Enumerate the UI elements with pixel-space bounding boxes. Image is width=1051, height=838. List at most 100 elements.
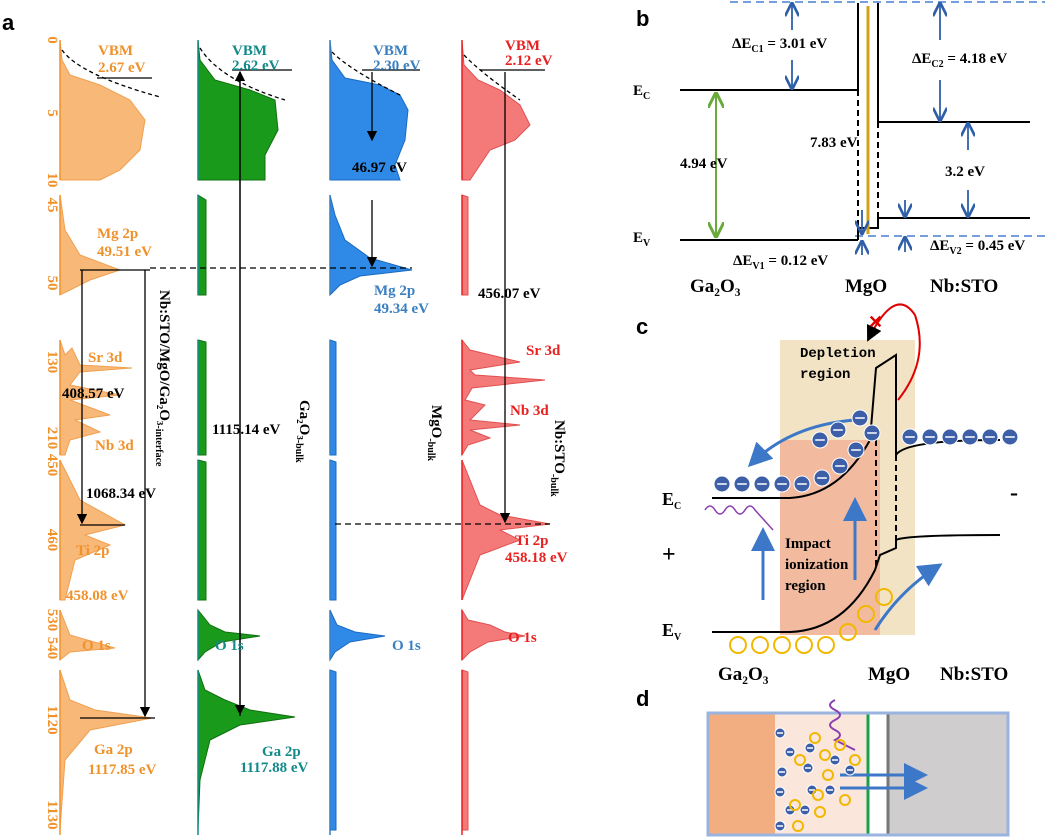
tick: 540 <box>44 637 60 660</box>
l-main: ΔE <box>732 36 751 52</box>
panel-label: d <box>636 686 649 711</box>
blocked-path <box>866 303 921 401</box>
label: EC <box>633 83 650 102</box>
label: region <box>785 578 826 594</box>
label: ΔEV2 = 0.45 eV <box>930 238 1025 257</box>
material: Nb:STO <box>930 276 998 297</box>
panel-d: d <box>636 686 1010 837</box>
column-title: MgO-bulk <box>425 405 444 462</box>
l-sub: C1 <box>751 44 763 55</box>
title-sub: -bulk <box>425 438 436 461</box>
vbm-fit <box>331 51 401 96</box>
tick: 1120 <box>44 705 60 734</box>
column-axes <box>59 40 463 835</box>
spectrum-mg <box>461 194 469 296</box>
spectrum-ga <box>197 669 296 831</box>
spectrum-ti <box>461 459 551 601</box>
label: ΔEV1 = 0.12 eV <box>733 253 828 272</box>
impact-area <box>780 440 880 635</box>
spectrum-mgo <box>329 39 413 831</box>
l-sub: V2 <box>949 246 961 257</box>
l-sub: C <box>674 501 681 512</box>
tick: 1130 <box>44 800 60 829</box>
label: 2.62 eV <box>232 58 280 74</box>
axis-ticks: 0 5 10 45 50 130 210 450 460 530 540 112… <box>44 36 60 829</box>
label: VBM <box>232 43 267 59</box>
offset-arrows <box>792 4 968 255</box>
photon <box>829 699 856 751</box>
spectrum-o <box>197 608 261 662</box>
electrons <box>713 409 1019 493</box>
label: Ga 2p <box>94 742 133 758</box>
spectrum-sto <box>461 39 551 831</box>
label: Ti 2p <box>515 533 549 549</box>
vbm-fit <box>463 54 521 101</box>
l-main: E <box>662 620 674 640</box>
label: 458.18 eV <box>505 550 568 566</box>
hole <box>773 636 791 654</box>
label: VBM <box>505 38 540 54</box>
spectrum-o <box>329 609 386 662</box>
bands <box>712 353 1001 633</box>
cross: ✕ <box>868 312 883 332</box>
label: 2.67 eV <box>98 60 146 76</box>
panel-label: a <box>2 10 15 35</box>
hole <box>814 806 826 818</box>
label: Ti 2p <box>76 543 110 559</box>
material: Ga₂O₃ <box>690 276 741 297</box>
l-main: ΔE <box>930 238 949 254</box>
spectrum-ga2o3 <box>197 39 296 831</box>
labels-interface: VBM 2.67 eV Mg 2p 49.51 eV Sr 3d Nb 3d T… <box>66 43 157 778</box>
spectrum-vbm <box>461 39 531 181</box>
spectrum-sr-nb <box>59 339 133 456</box>
label: EV <box>633 230 651 249</box>
hole <box>812 789 824 801</box>
l-rest: = 4.18 eV <box>944 51 1008 67</box>
label: O 1s <box>392 638 421 654</box>
labels-sto: VBM 2.12 eV Sr 3d Nb 3d Ti 2p 458.18 eV … <box>505 38 568 646</box>
label: Sr 3d <box>526 343 561 359</box>
spectrum-ti <box>329 459 337 601</box>
material: MgO <box>868 664 910 685</box>
spectrum-ga <box>329 669 337 831</box>
label: 49.51 eV <box>97 244 152 260</box>
tick: 5 <box>44 109 60 117</box>
material: Ga₂O₃ <box>718 664 769 685</box>
label: region <box>800 367 850 383</box>
label: O 1s <box>82 638 111 654</box>
photon <box>704 505 774 531</box>
label: 1117.85 eV <box>88 762 157 778</box>
panel-label: c <box>636 314 648 339</box>
band-line <box>857 90 879 228</box>
l-rest: = 0.45 eV <box>962 238 1026 254</box>
hole <box>751 636 769 654</box>
label: VBM <box>98 43 133 59</box>
label: 3.2 eV <box>945 164 985 180</box>
hole <box>789 799 801 811</box>
title-main: Ga₂O₃ <box>296 400 312 440</box>
label: 46.97 eV <box>352 160 407 176</box>
l-main: ΔE <box>912 51 931 67</box>
labels-mgo: VBM 2.30 eV Mg 2p 49.34 eV O 1s <box>373 43 429 654</box>
hole <box>819 749 831 761</box>
tick: 0 <box>44 36 60 44</box>
spectrum-interface <box>59 39 153 831</box>
label: ΔEC2 = 4.18 eV <box>912 51 1007 70</box>
spectrum-ti <box>197 459 207 601</box>
tick: 460 <box>44 529 60 552</box>
hole <box>839 794 851 806</box>
spectrum-vbm <box>197 39 279 181</box>
label: O 1s <box>215 638 244 654</box>
frame <box>706 711 1010 837</box>
current-arrows <box>840 763 928 800</box>
column-title: Nb:STO/MgO/Ga₂O₃-interface <box>153 290 172 467</box>
l-main: E <box>633 83 643 99</box>
spectrum-mg <box>197 194 207 296</box>
l-sub: V1 <box>752 261 764 272</box>
title-sub: -bulk <box>548 474 559 497</box>
hole <box>875 588 893 606</box>
label: ionization <box>785 557 849 573</box>
hole <box>839 623 857 641</box>
spectrum-sr-nb <box>461 338 546 457</box>
carrier-arrows <box>747 418 943 631</box>
